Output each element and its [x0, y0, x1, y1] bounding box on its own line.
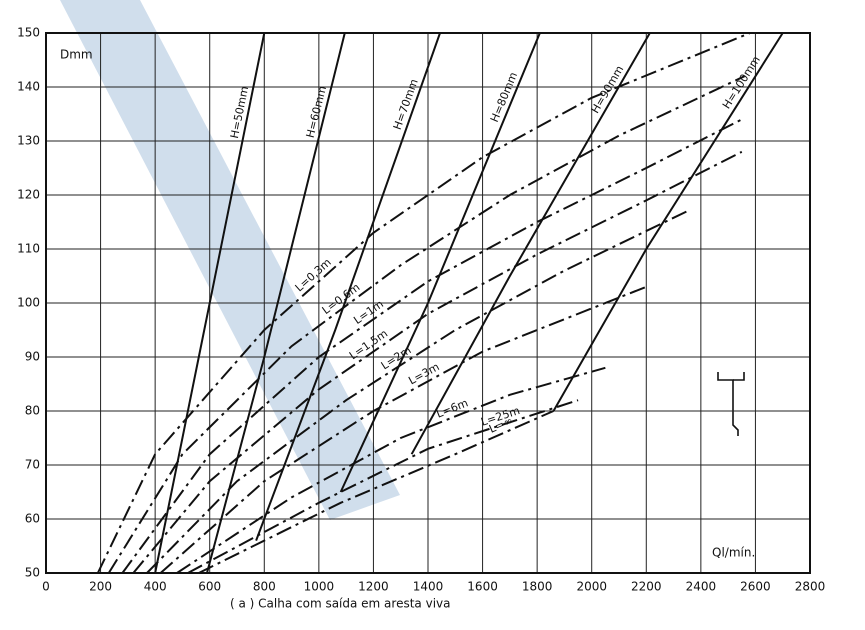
caption: ( a ) Calha com saída em aresta viva: [230, 597, 450, 611]
curve-label: L=0,3m: [293, 256, 334, 295]
y-tick-label: 140: [17, 80, 40, 94]
y-axis-label: Dmm: [60, 48, 93, 62]
curve: [154, 32, 266, 574]
curve: [198, 410, 554, 574]
x-tick-label: 1000: [304, 580, 335, 594]
x-tick-label: 2000: [576, 580, 607, 594]
curve-label: H=100mm: [720, 54, 763, 112]
curve: [96, 32, 751, 574]
curve: [410, 32, 651, 455]
y-tick-label: 110: [17, 242, 40, 256]
x-tick-label: 400: [144, 580, 167, 594]
x-tick-label: 2800: [795, 580, 826, 594]
x-tick-label: 200: [89, 580, 112, 594]
curve: [206, 32, 346, 574]
y-tick-label: 130: [17, 134, 40, 148]
curve: [339, 32, 541, 493]
x-tick-label: 0: [42, 580, 50, 594]
curve: [132, 150, 743, 574]
curve: [121, 118, 743, 574]
curve: [552, 32, 784, 412]
curve: [176, 366, 606, 574]
curve: [187, 399, 579, 574]
y-tick-label: 70: [25, 458, 40, 472]
x-tick-label: 1200: [358, 580, 389, 594]
x-tick-label: 1600: [467, 580, 498, 594]
y-tick-label: 150: [17, 26, 40, 40]
x-tick-label: 2600: [740, 580, 771, 594]
x-axis-label: Ql/mín.: [712, 546, 755, 560]
watermark-band: [60, 0, 400, 520]
curve: [146, 210, 688, 574]
curve-label: L=6m: [434, 396, 470, 420]
curve: [159, 285, 647, 574]
x-tick-label: 1400: [413, 580, 444, 594]
curve-label: H=70mm: [391, 77, 421, 131]
x-tick-label: 1800: [522, 580, 553, 594]
y-tick-label: 60: [25, 512, 40, 526]
y-tick-label: 100: [17, 296, 40, 310]
curve: [107, 75, 745, 574]
curve-label: H=80mm: [488, 70, 520, 124]
y-tick-label: 80: [25, 404, 40, 418]
x-tick-label: 2400: [686, 580, 717, 594]
plot-frame: [45, 32, 811, 574]
x-tick-label: 800: [253, 580, 276, 594]
y-tick-label: 90: [25, 350, 40, 364]
y-tick-label: 120: [17, 188, 40, 202]
y-tick-label: 50: [25, 566, 40, 580]
x-tick-label: 2200: [631, 580, 662, 594]
outlet-icon: [717, 372, 745, 436]
x-tick-label: 600: [198, 580, 221, 594]
